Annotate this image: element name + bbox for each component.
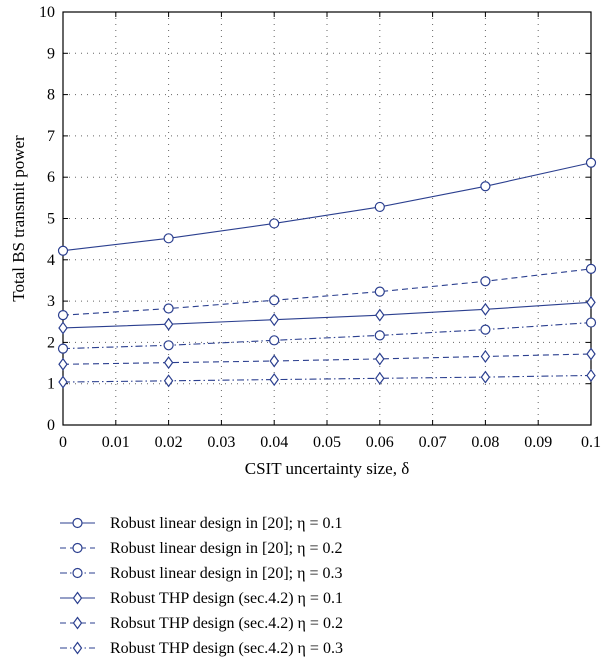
legend: Robust linear design in [20]; η = 0.1 Rob… xyxy=(60,515,343,657)
y-tick-label: 8 xyxy=(47,87,55,104)
circle-marker xyxy=(585,317,597,328)
circle-marker xyxy=(585,157,597,168)
legend-label: Robust linear design in [20]; η = 0.1 xyxy=(110,515,342,532)
y-tick-label: 10 xyxy=(39,4,55,21)
x-tick-label: 0 xyxy=(59,434,67,451)
legend-circle-marker xyxy=(72,517,83,529)
axis-ticks: 0 0.01 0.02 0.03 0.04 0.05 0.06 0.07 0.08 0.09 0.1… xyxy=(39,4,601,451)
series-line xyxy=(62,322,592,350)
circle-marker xyxy=(57,343,69,354)
y-tick-label: 9 xyxy=(47,45,55,62)
legend-label: Robust THP design (sec.4.2) η = 0.1 xyxy=(110,590,343,607)
x-tick-label: 0.03 xyxy=(207,434,235,451)
circle-marker xyxy=(269,335,280,346)
y-tick-label: 1 xyxy=(47,376,55,393)
x-tick-label: 0.01 xyxy=(102,434,130,451)
y-tick-label: 6 xyxy=(47,169,55,186)
series-1 xyxy=(57,157,597,256)
legend-diamond-marker xyxy=(72,591,83,605)
legend-circle-marker xyxy=(72,567,83,579)
diamond-marker xyxy=(375,352,385,366)
y-tick-label: 3 xyxy=(47,293,55,310)
diamond-marker xyxy=(58,357,68,371)
x-tick-label: 0.06 xyxy=(366,434,394,451)
legend-label: Robust linear design in [20]; η = 0.2 xyxy=(110,540,342,557)
diamond-marker xyxy=(480,302,491,316)
legend-entry: Robust linear design in [20]; η = 0.2 xyxy=(60,540,342,557)
diamond-marker xyxy=(269,354,279,368)
y-tick-label: 7 xyxy=(47,128,55,145)
grid xyxy=(63,12,591,425)
legend-circle-marker xyxy=(72,542,83,554)
diamond-marker xyxy=(586,347,596,361)
diamond-marker xyxy=(163,317,174,331)
y-axis-label: Total BS transmit power xyxy=(9,135,28,302)
diamond-marker xyxy=(58,321,68,335)
x-tick-label: 0.09 xyxy=(524,434,552,451)
series-group xyxy=(57,157,597,389)
x-tick-label: 0.07 xyxy=(419,434,447,451)
circle-marker xyxy=(163,233,174,244)
series-5 xyxy=(58,347,596,371)
circle-marker xyxy=(163,303,174,314)
x-tick-label: 0.08 xyxy=(471,434,499,451)
circle-marker xyxy=(269,218,280,229)
circle-marker xyxy=(480,324,491,335)
series-line xyxy=(62,301,592,329)
series-6 xyxy=(58,368,596,389)
circle-marker xyxy=(480,276,491,287)
series-line xyxy=(62,353,592,365)
diamond-marker xyxy=(58,375,68,389)
diamond-marker xyxy=(480,370,491,384)
x-tick-label: 0.02 xyxy=(155,434,183,451)
circle-marker xyxy=(374,201,385,213)
diamond-marker xyxy=(163,356,174,370)
circle-marker xyxy=(480,181,491,192)
series-line xyxy=(62,268,592,316)
legend-label: Robsut THP design (sec.4.2) η = 0.2 xyxy=(110,615,343,632)
series-4 xyxy=(58,295,596,335)
x-axis-label: CSIT uncertainty size, δ xyxy=(245,459,409,478)
diamond-marker xyxy=(269,373,279,387)
diamond-marker xyxy=(375,371,385,385)
circle-marker xyxy=(269,295,280,306)
circle-marker xyxy=(585,263,597,274)
legend-entry: Robsut THP design (sec.4.2) η = 0.2 xyxy=(60,615,343,632)
legend-entry: Robust THP design (sec.4.2) η = 0.1 xyxy=(60,590,343,607)
legend-entry: Robust linear design in [20]; η = 0.3 xyxy=(60,565,342,582)
series-line xyxy=(62,162,592,252)
series-line xyxy=(62,374,592,383)
diamond-marker xyxy=(586,368,596,382)
circle-marker xyxy=(57,245,69,256)
circle-marker xyxy=(374,330,385,341)
circle-marker xyxy=(374,286,385,297)
legend-label: Robust THP design (sec.4.2) η = 0.3 xyxy=(110,640,343,657)
diamond-marker xyxy=(163,374,174,388)
legend-diamond-marker xyxy=(72,616,83,630)
legend-entry: Robust THP design (sec.4.2) η = 0.3 xyxy=(60,640,343,657)
diamond-marker xyxy=(480,349,491,363)
diamond-marker xyxy=(586,295,596,309)
y-tick-label: 0 xyxy=(47,417,55,434)
series-2 xyxy=(57,263,597,321)
legend-diamond-marker xyxy=(72,641,83,655)
diamond-marker xyxy=(269,313,279,327)
x-tick-label: 0.04 xyxy=(260,434,288,451)
circle-marker xyxy=(57,310,69,321)
circle-marker xyxy=(163,340,174,351)
y-tick-label: 4 xyxy=(47,252,55,269)
legend-label: Robust linear design in [20]; η = 0.3 xyxy=(110,565,342,582)
series-3 xyxy=(57,317,597,354)
y-tick-label: 5 xyxy=(47,211,55,228)
x-tick-label: 0.1 xyxy=(581,434,601,451)
legend-entry: Robust linear design in [20]; η = 0.1 xyxy=(60,515,342,532)
diamond-marker xyxy=(375,308,385,322)
x-tick-label: 0.05 xyxy=(313,434,341,451)
y-tick-label: 2 xyxy=(47,334,55,351)
